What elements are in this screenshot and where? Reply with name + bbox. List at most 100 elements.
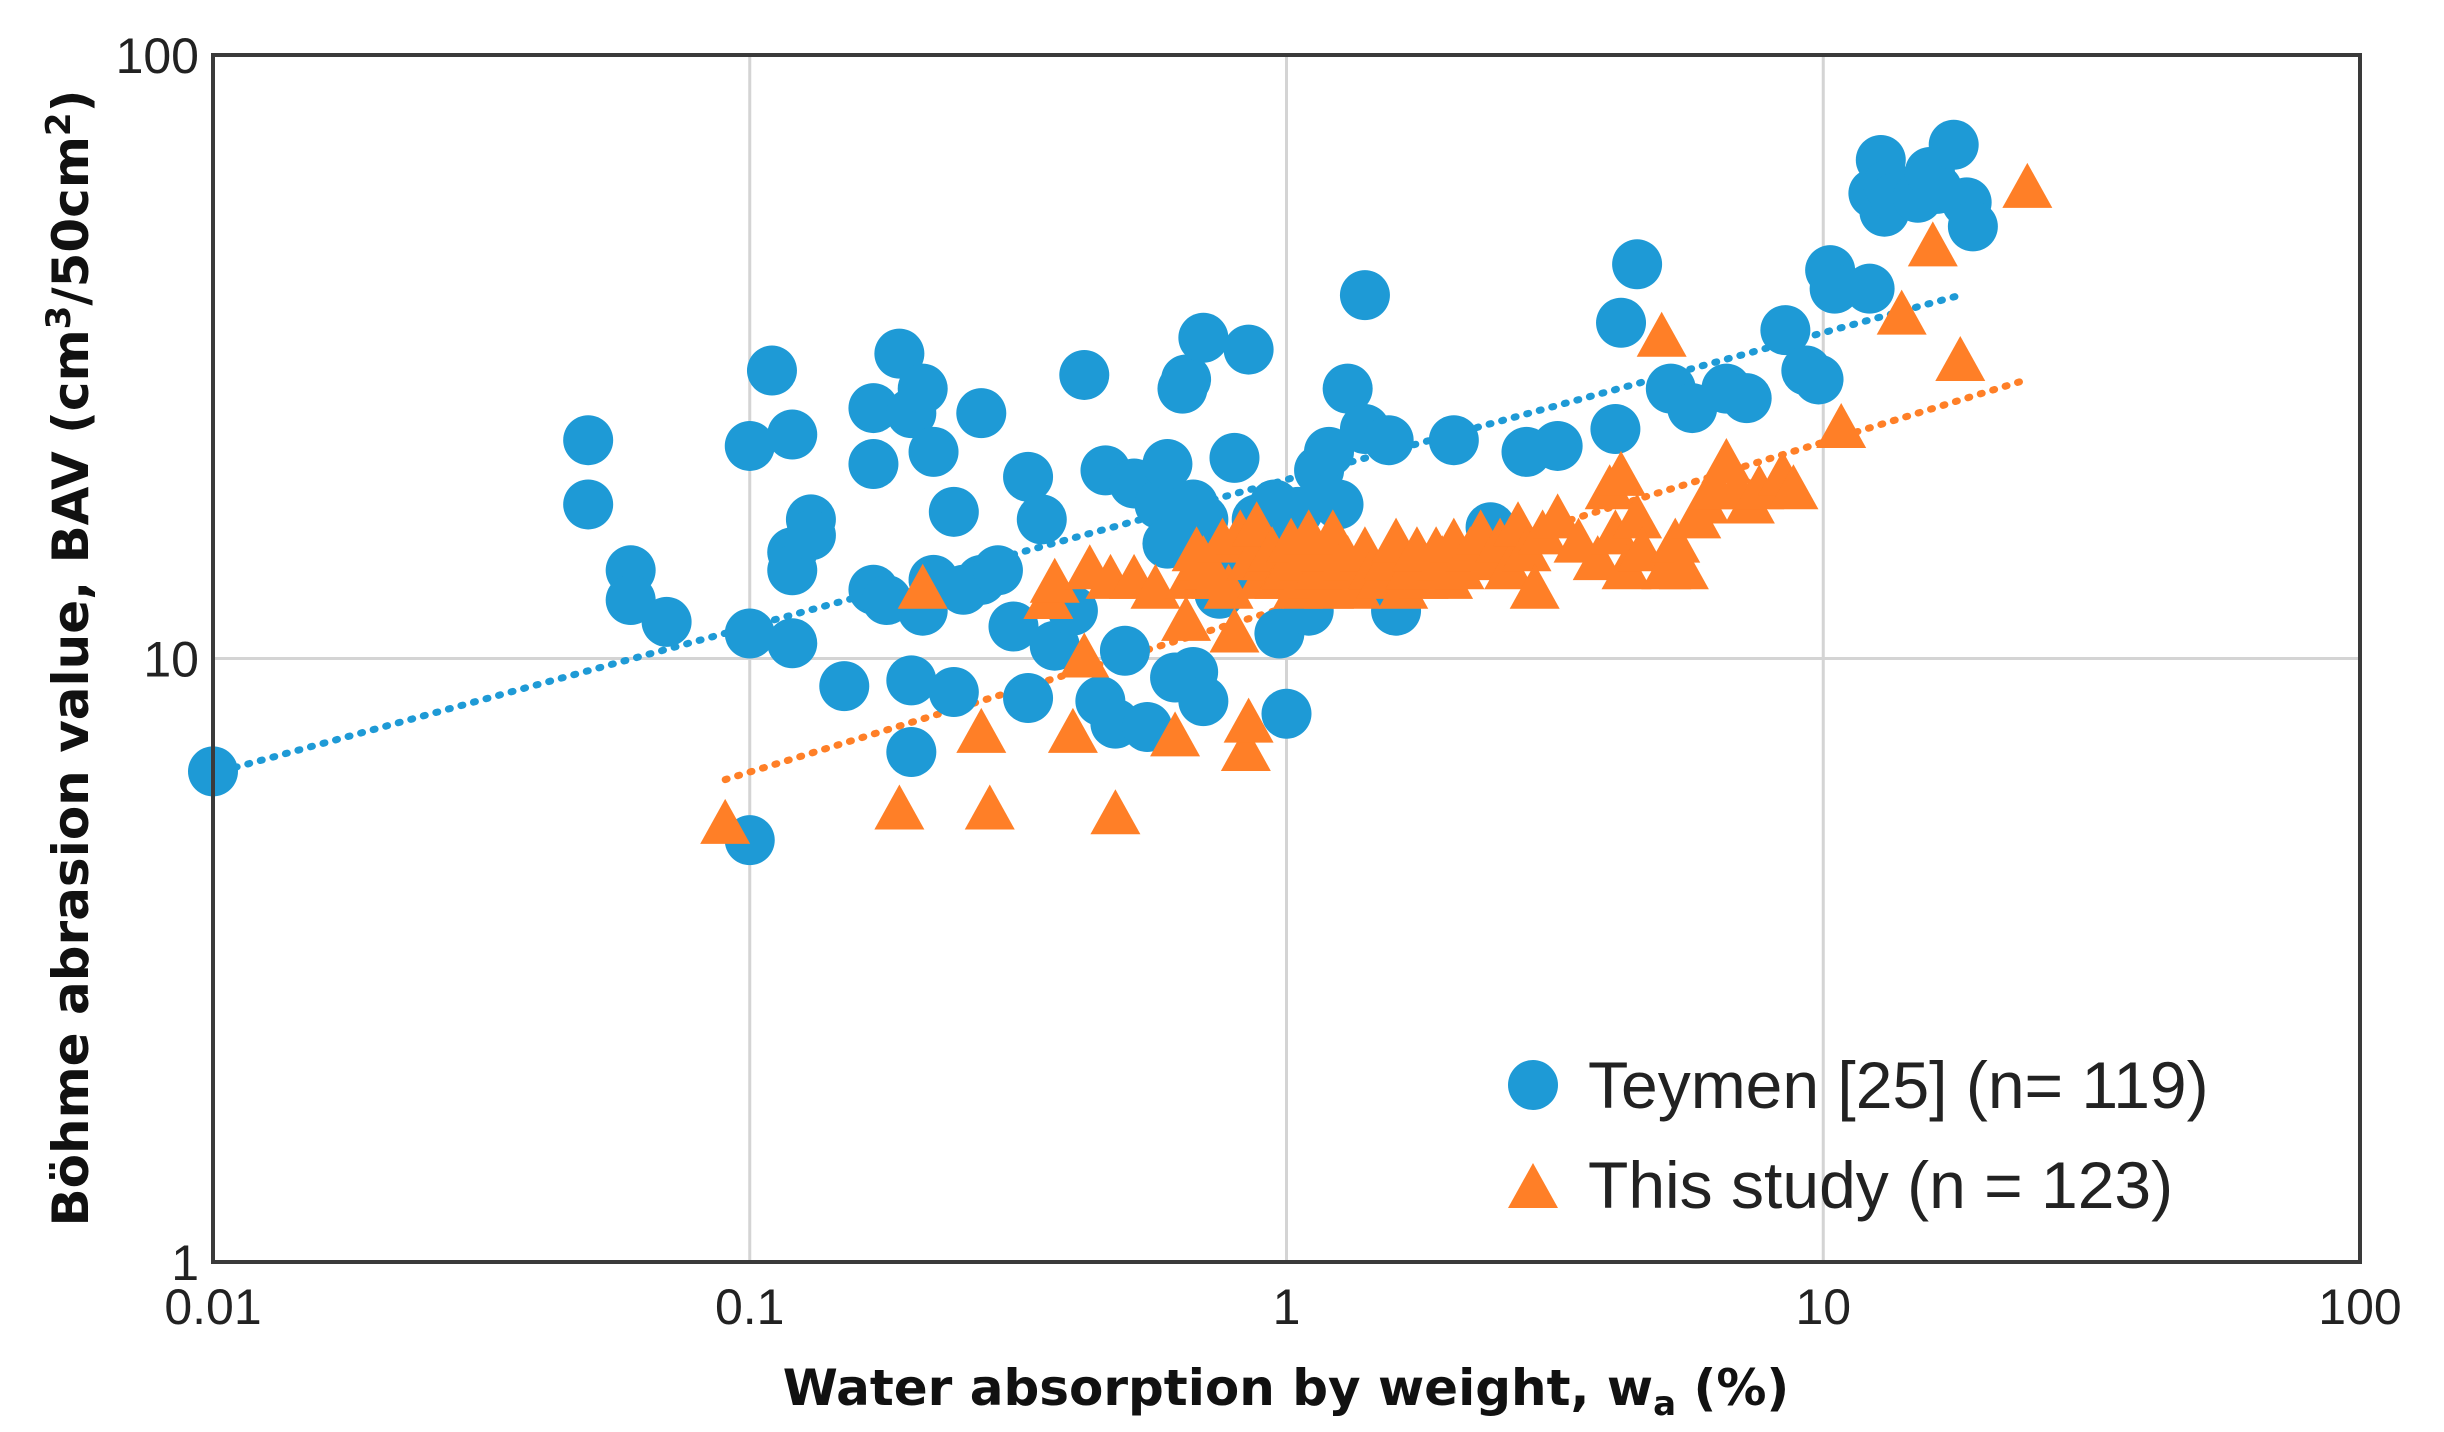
data-point-triangle — [1059, 632, 1110, 678]
x-tick-label: 0.01 — [164, 1279, 261, 1335]
data-point-circle — [1016, 494, 1067, 545]
data-point-circle — [1178, 312, 1229, 363]
y-tick-label: 100 — [116, 28, 199, 84]
data-point-circle — [1099, 625, 1150, 676]
data-point-circle — [1339, 270, 1390, 321]
data-points — [188, 119, 2053, 866]
data-point-circle — [1590, 404, 1641, 455]
data-point-triangle — [956, 707, 1007, 753]
x-tick-label: 10 — [1795, 1279, 1851, 1335]
data-point-circle — [1261, 688, 1312, 739]
data-point-circle — [886, 726, 937, 777]
data-point-triangle — [1935, 335, 1986, 381]
data-point-circle — [956, 388, 1007, 439]
data-point-circle — [1059, 349, 1110, 400]
data-point-circle — [928, 667, 979, 718]
data-point-triangle — [1596, 450, 1647, 496]
data-point-triangle — [700, 798, 751, 844]
data-point-circle — [1532, 420, 1583, 471]
data-point-circle — [886, 655, 937, 706]
data-point-circle — [1003, 451, 1054, 502]
data-point-triangle — [1509, 563, 1560, 609]
x-axis-title: Water absorption by weight, wa (%) — [783, 1359, 1790, 1424]
data-point-circle — [908, 426, 959, 477]
data-point-triangle — [1047, 707, 1098, 753]
tick-labels: 0.01 0.1 1 10 100 1 10 100 — [116, 28, 2402, 1335]
x-tick-label: 1 — [1273, 1279, 1301, 1335]
data-point-triangle — [1532, 493, 1583, 539]
data-point-circle — [1428, 415, 1479, 466]
data-point-triangle — [1209, 607, 1260, 653]
data-point-triangle — [1768, 464, 1819, 510]
data-point-circle — [1363, 415, 1414, 466]
data-point-circle — [1928, 119, 1979, 170]
data-point-triangle — [1701, 438, 1752, 484]
data-point-circle — [819, 661, 870, 712]
data-point-circle — [785, 510, 836, 561]
data-point-circle — [1142, 439, 1193, 490]
data-point-triangle — [1734, 464, 1785, 510]
data-point-triangle — [897, 563, 948, 609]
legend: Teymen [25] (n= 119) This study (n = 123… — [1508, 1048, 2209, 1222]
data-point-circle — [1313, 479, 1364, 530]
data-point-circle — [746, 345, 797, 396]
data-point-triangle — [1161, 595, 1212, 641]
data-point-circle — [767, 409, 818, 460]
legend-marker-teymen — [1508, 1060, 1558, 1110]
data-point-circle — [563, 479, 614, 530]
data-point-circle — [1721, 373, 1772, 424]
data-point-circle — [1612, 239, 1663, 290]
data-point-triangle — [1090, 789, 1141, 835]
data-point-circle — [988, 601, 1039, 652]
data-point-triangle — [1612, 493, 1663, 539]
data-point-triangle — [1220, 725, 1271, 771]
data-point-circle — [1844, 263, 1895, 314]
legend-label-teymen: Teymen [25] (n= 119) — [1588, 1048, 2209, 1122]
data-point-circle — [724, 608, 775, 659]
data-point-circle — [972, 545, 1023, 596]
x-tick-label: 0.1 — [715, 1279, 785, 1335]
data-point-circle — [1596, 297, 1647, 348]
data-point-circle — [928, 486, 979, 537]
data-point-triangle — [1636, 311, 1687, 357]
data-point-triangle — [1590, 509, 1641, 555]
data-point-triangle — [1876, 289, 1927, 335]
data-point-circle — [1142, 518, 1193, 569]
data-point-triangle — [1223, 697, 1274, 743]
series-0-points — [188, 119, 1998, 866]
y-tick-label: 10 — [143, 632, 199, 688]
series-1-points — [700, 162, 2053, 844]
data-point-circle — [641, 596, 692, 647]
data-point-triangle — [1572, 535, 1623, 581]
data-point-circle — [1304, 426, 1355, 477]
data-point-circle — [724, 420, 775, 471]
trendline-series-0 — [231, 291, 1964, 771]
x-tick-label: 100 — [2318, 1279, 2401, 1335]
data-point-triangle — [1658, 544, 1709, 590]
data-point-circle — [848, 439, 899, 490]
data-point-circle — [1003, 673, 1054, 724]
data-point-circle — [1760, 305, 1811, 356]
data-point-circle — [1322, 363, 1373, 414]
data-point-triangle — [964, 784, 1015, 830]
data-point-circle — [563, 415, 614, 466]
data-point-triangle — [1816, 403, 1867, 449]
data-point-circle — [1178, 676, 1229, 727]
data-point-circle — [1161, 354, 1212, 405]
y-axis-title: Böhme abrasion value, BAV (cm3/50cm2) — [39, 90, 100, 1227]
plot-frame — [211, 53, 2362, 1264]
data-point-triangle — [874, 784, 925, 830]
legend-marker-this-study — [1508, 1163, 1558, 1208]
legend-label-this-study: This study (n = 123) — [1588, 1148, 2173, 1222]
data-point-circle — [848, 383, 899, 434]
data-point-circle — [1809, 263, 1860, 314]
data-point-circle — [1209, 432, 1260, 483]
data-point-triangle — [1150, 711, 1201, 757]
data-point-circle — [1793, 354, 1844, 405]
data-point-circle — [1223, 324, 1274, 375]
data-point-circle — [605, 575, 656, 626]
data-point-triangle — [2002, 162, 2053, 208]
data-point-circle — [767, 618, 818, 669]
y-tick-label: 1 — [171, 1235, 199, 1291]
